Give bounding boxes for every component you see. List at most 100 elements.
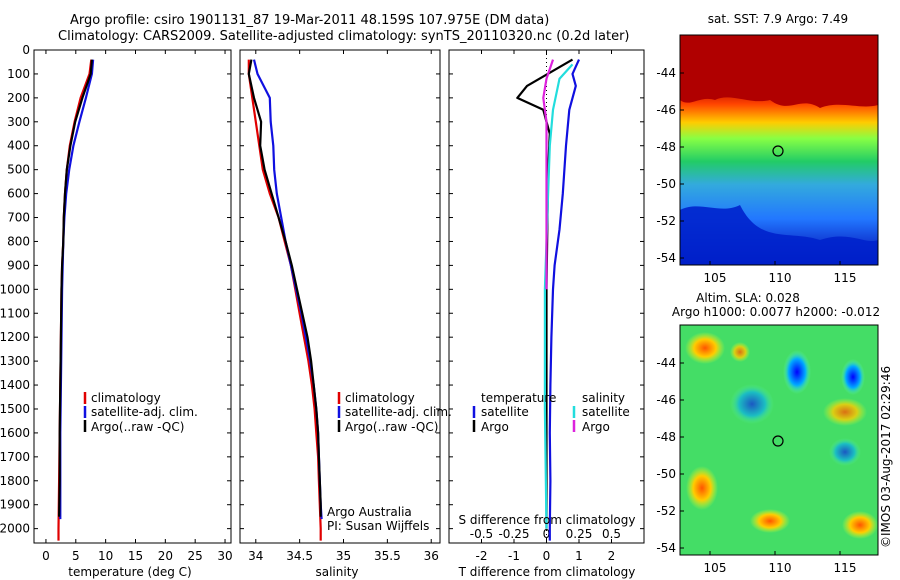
map-ytick-label: -52 [656,504,676,518]
series-line-argo-raw-qc- [58,59,93,517]
pi-annotation: PI: Susan Wijffels [327,519,429,533]
map-ytick-label: -50 [656,467,676,481]
map-ytick-label: -48 [656,430,676,444]
ytick-label: 800 [7,234,30,248]
sla-eddy-8 [750,509,790,533]
ytick-label: 1100 [0,306,30,320]
ytick-label: 1600 [0,426,30,440]
xtick-label: 5 [72,549,80,563]
sla-map-title-2: Argo h1000: 0.0077 h2000: -0.012 [672,305,880,319]
difference-legend-salinity-title: salinity [582,391,625,405]
sst-map-frame [679,34,879,266]
series-line-s-satellite [543,63,574,529]
sla-map: Altim. SLA: 0.028 Argo h1000: 0.0077 h20… [656,291,880,575]
series-line-argo-raw-qc- [247,59,322,517]
temperature-xlabel: temperature (deg C) [68,565,191,579]
sla-map-ticks: -44 -46 -48 -50 -52 -54 105 110 115 [656,356,856,575]
map-ytick-label: -52 [656,214,676,228]
ytick-label: 0 [22,43,30,57]
salinity-legend-argo: Argo(..raw -QC) [345,420,438,434]
ytick-label: 2000 [0,522,30,536]
xtick-label: -2 [476,549,488,563]
xtick-label: 0 [42,549,50,563]
series-group [516,58,581,541]
imos-credit: ©IMOS 03-Aug-2017 02:29:46 [879,366,893,548]
sst-map-ticks: -44 -46 -48 -50 -52 -54 105 110 115 [656,66,856,285]
ytick-label: 1700 [0,450,30,464]
ytick-label: 1000 [0,282,30,296]
xtick-label: 0 [543,549,551,563]
ytick-label: 1900 [0,498,30,512]
temperature-legend-argo: Argo(..raw -QC) [91,420,184,434]
difference-legend-t-satellite: satellite [481,405,529,419]
program-annotation: Argo Australia [327,505,412,519]
salinity-legend: climatology satellite-adj. clim. Argo(..… [337,391,452,434]
ytick-label: 900 [7,258,30,272]
series-group [57,59,95,541]
sla-argo-position-marker [772,435,784,447]
difference-xlabel-top: S difference from climatology [459,513,636,527]
sla-eddy-9 [842,511,878,539]
ytick-label: 1800 [0,474,30,488]
map-xtick-label: 105 [704,271,727,285]
sla-map-frame [679,324,879,556]
sla-eddy-1 [783,350,811,394]
map-ytick-label: -46 [656,393,676,407]
map-ytick-label: -44 [656,356,676,370]
ytick-label: 500 [7,163,30,177]
difference-legend-s-argo: Argo [582,420,610,434]
map-ytick-label: -50 [656,177,676,191]
xtick-label: 35 [336,549,351,563]
temperature-axes [33,49,232,544]
sst-map-warm-plume [680,35,878,108]
series-group [247,59,323,541]
sla-eddy-4 [829,438,861,466]
ytick-label: 600 [7,187,30,201]
s-xtick-label: -0.5 [470,527,493,541]
temperature-legend-climatology: climatology [91,391,161,405]
salinity-xlabel: salinity [315,565,358,579]
difference-xlabel: T difference from climatology [458,565,636,579]
header-line-1: Argo profile: csiro 1901131_87 19-Mar-20… [70,13,550,28]
xtick-label: -1 [508,549,520,563]
sla-map-title-1: Altim. SLA: 0.028 [696,291,800,305]
ytick-label: 1400 [0,378,30,392]
xtick-label: 36 [424,549,439,563]
temperature-legend-satellite: satellite-adj. clim. [91,405,198,419]
xtick-label: 15 [128,549,143,563]
map-ytick-label: -48 [656,140,676,154]
sla-eddy-10 [730,342,750,362]
difference-legend-t-argo: Argo [481,420,509,434]
series-line-t-argo [516,58,574,529]
map-ytick-label: -44 [656,66,676,80]
series-line-t-satellite [548,59,581,541]
temperature-legend: climatology satellite-adj. clim. Argo(..… [83,391,198,434]
ytick-label: 100 [7,67,30,81]
xtick-label: 2 [608,549,616,563]
ytick-label: 1500 [0,402,30,416]
map-xtick-label: 115 [834,271,857,285]
ytick-label: 700 [7,211,30,225]
ytick-label: 1200 [0,330,30,344]
sla-eddy-7 [686,466,718,510]
difference-legend-s-satellite: satellite [582,405,630,419]
s-xtick-label: 0.25 [566,527,593,541]
sla-eddy-6 [823,398,867,426]
map-ytick-label: -54 [656,251,676,265]
sla-eddy-3 [730,384,774,424]
xtick-label: 35.5 [374,549,401,563]
xtick-label: 34.5 [286,549,313,563]
ytick-label: 200 [7,91,30,105]
sst-map-title: sat. SST: 7.9 Argo: 7.49 [708,12,848,26]
xtick-label: 30 [217,549,232,563]
sst-map: sat. SST: 7.9 Argo: 7.49 -44 -46 -48 -50 -52… [656,12,879,285]
series-line-s-argo [542,59,555,290]
xtick-label: 25 [188,549,203,563]
xtick-label: 1 [575,549,583,563]
ytick-label: 1300 [0,354,30,368]
map-xtick-label: 105 [704,561,727,575]
difference-legend: temperature satellite Argo salinity sate… [472,391,630,434]
s-xtick-label: -0.25 [498,527,529,541]
map-xtick-label: 110 [769,561,792,575]
